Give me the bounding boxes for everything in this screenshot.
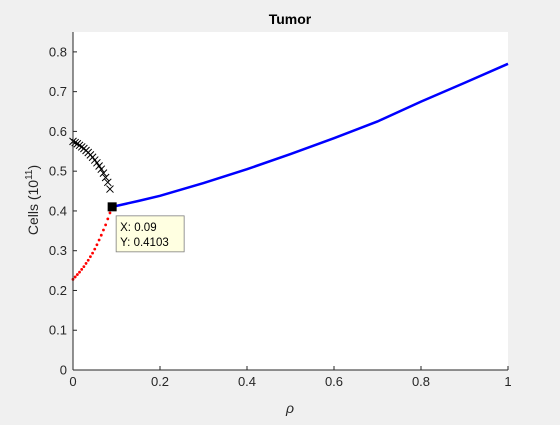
y-axis-label-close: ) bbox=[25, 165, 41, 170]
chart-title: Tumor bbox=[269, 11, 312, 27]
datatip-x-text: X: 0.09 bbox=[120, 222, 156, 234]
data-point bbox=[73, 275, 77, 279]
data-point bbox=[93, 247, 97, 251]
y-tick-label: 0.2 bbox=[49, 283, 67, 298]
y-tick-label: 0.4 bbox=[49, 203, 67, 218]
data-point bbox=[97, 165, 106, 174]
datatip-box[interactable] bbox=[115, 215, 185, 253]
data-point bbox=[86, 258, 90, 262]
data-point bbox=[103, 178, 112, 187]
data-point bbox=[106, 217, 110, 221]
y-tick-label: 0.3 bbox=[49, 243, 67, 258]
y-tick-label: 0 bbox=[60, 363, 67, 378]
data-point bbox=[75, 273, 79, 276]
plot-area bbox=[73, 32, 508, 370]
data-point bbox=[99, 233, 103, 237]
data-point bbox=[104, 223, 108, 227]
data-point bbox=[97, 238, 101, 242]
datatip-y-text: Y: 0.4103 bbox=[120, 237, 169, 249]
x-tick-label: 1 bbox=[504, 374, 511, 389]
axes-layer bbox=[72, 32, 508, 371]
ticks-layer: 0 0.2 0.4 0.6 0.8 1 0 0.1 0.2 0.3 0.4 0.5 0.6 0.7 0.8 bbox=[49, 44, 512, 389]
data-point bbox=[82, 265, 86, 269]
data-point bbox=[101, 173, 110, 182]
x-tick-label: 0.6 bbox=[325, 374, 343, 389]
series-solid-line bbox=[111, 62, 509, 209]
datatip-marker[interactable] bbox=[107, 202, 117, 212]
data-point bbox=[95, 243, 99, 247]
series-dots bbox=[71, 205, 114, 281]
data-point bbox=[106, 185, 114, 193]
y-axis-label: Cells (1011) bbox=[24, 165, 41, 235]
y-tick-label: 0.6 bbox=[49, 124, 67, 139]
data-point bbox=[89, 255, 92, 259]
series-line bbox=[111, 62, 509, 209]
y-axis-label-exponent: 11 bbox=[24, 169, 35, 180]
y-tick-label: 0.5 bbox=[49, 164, 67, 179]
x-tick-label: 0 bbox=[69, 374, 76, 389]
data-point bbox=[84, 262, 88, 265]
data-point bbox=[80, 267, 84, 271]
y-tick-label: 0.8 bbox=[49, 44, 67, 59]
x-tick-label: 0.4 bbox=[238, 374, 256, 389]
data-point bbox=[102, 228, 105, 232]
x-axis-label: ρ bbox=[285, 400, 294, 416]
x-tick-label: 0.2 bbox=[151, 374, 169, 389]
y-axis-label-main: Cells (10 bbox=[25, 180, 41, 235]
x-tick-label: 0.8 bbox=[412, 374, 430, 389]
y-tick-label: 0.7 bbox=[49, 84, 67, 99]
data-point bbox=[99, 169, 108, 178]
y-tick-label: 0.1 bbox=[49, 323, 67, 338]
data-point bbox=[108, 211, 112, 215]
data-point bbox=[78, 270, 81, 274]
datatip[interactable]: X: 0.09 Y: 0.4103 bbox=[107, 202, 185, 253]
data-point bbox=[91, 251, 94, 255]
